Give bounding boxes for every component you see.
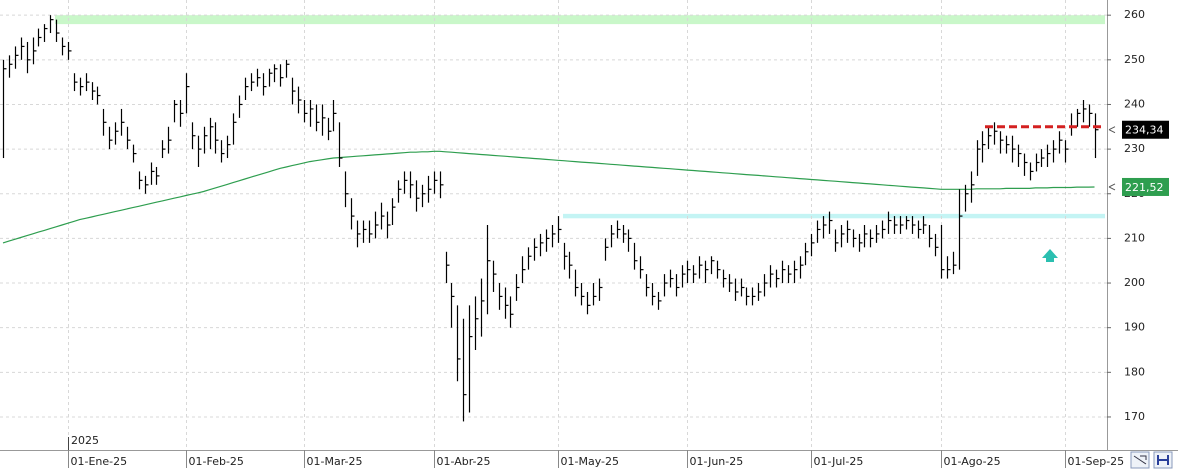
x-tick-label: 01-Ene-25	[71, 455, 128, 468]
y-tick-label: 230	[1124, 142, 1145, 155]
price-tag	[1122, 120, 1169, 139]
moving-average-line	[2, 150, 1095, 244]
plot-area	[0, 0, 1107, 450]
y-tick-label: 170	[1124, 410, 1145, 423]
zoom-icon	[1133, 455, 1147, 465]
reference-band	[563, 213, 1105, 219]
y-tick-label: 250	[1124, 53, 1145, 66]
toolbar	[1130, 451, 1173, 469]
up-arrow-icon	[1042, 249, 1058, 262]
x-tick-label: 01-May-25	[561, 455, 619, 468]
x-tick-label: 01-Feb-25	[189, 455, 244, 468]
year-label: 2025	[71, 434, 99, 447]
reference-band	[55, 15, 1105, 25]
price-tag-pointer	[1108, 183, 1116, 191]
x-tick-label: 01-Jun-25	[690, 455, 744, 468]
y-tick-label: 210	[1124, 231, 1145, 244]
y-tick-label: 240	[1124, 97, 1145, 110]
y-tick-label: 180	[1124, 365, 1145, 378]
price-tag	[1122, 177, 1169, 196]
y-tick-label: 200	[1124, 276, 1145, 289]
price-tag-label: 221,52	[1125, 181, 1164, 194]
x-tick-label: 01-Sep-25	[1068, 455, 1125, 468]
price-tag-label: 234,34	[1125, 124, 1164, 137]
x-tick-label: 01-Abr-25	[437, 455, 491, 468]
y-tick-label: 190	[1124, 321, 1145, 334]
x-tick-label: 01-Ago-25	[944, 455, 1001, 468]
x-tick-label: 01-Mar-25	[307, 455, 363, 468]
h-icon	[1157, 455, 1169, 465]
x-tick-label: 01-Jul-25	[814, 455, 864, 468]
y-tick-label: 260	[1124, 8, 1145, 21]
price-tag-pointer	[1108, 126, 1116, 134]
